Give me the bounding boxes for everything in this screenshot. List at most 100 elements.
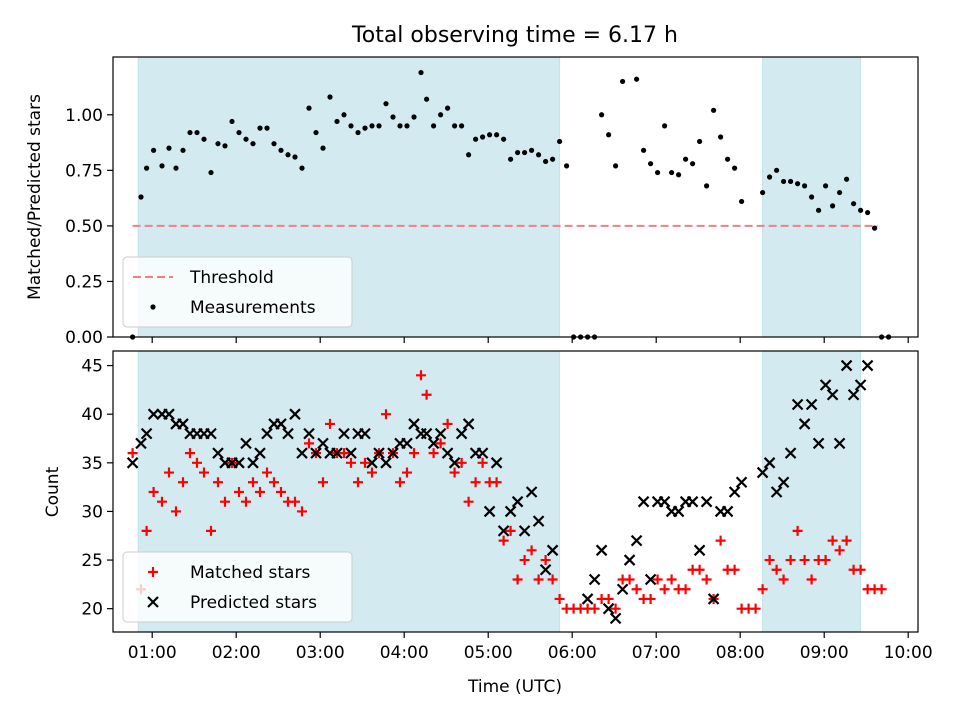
x-tick-label: 03:00 — [296, 643, 345, 663]
predicted-star-point — [658, 495, 671, 508]
predicted-star-point — [345, 447, 357, 459]
measurement-point — [299, 165, 305, 171]
predicted-star-point — [205, 427, 217, 440]
measurement-point — [473, 136, 479, 142]
matched-star-point — [164, 467, 174, 478]
y-tick-label: 35 — [81, 454, 103, 474]
predicted-star-point — [441, 447, 454, 459]
matched-star-point — [381, 409, 391, 420]
matched-star-point — [589, 603, 600, 614]
matched-star-point — [325, 418, 335, 429]
predicted-star-point — [373, 447, 385, 459]
matched-star-point — [624, 574, 635, 585]
measurement-point — [285, 152, 291, 158]
legend-predicted-swatch — [147, 596, 159, 608]
legend-box — [122, 256, 353, 328]
measurement-point — [802, 183, 808, 189]
matched-star-point — [127, 448, 138, 459]
legend-entry-label: Matched stars — [190, 563, 310, 583]
matched-star-point — [367, 467, 377, 478]
predicted-star-point — [707, 593, 720, 605]
y-tick-label: 0.25 — [65, 272, 103, 292]
predicted-star-point — [163, 408, 175, 420]
predicted-star-point — [490, 457, 503, 469]
matched-star-point — [241, 496, 251, 507]
measurement-point — [844, 176, 850, 182]
predicted-star-point — [338, 427, 350, 440]
matched-star-point — [519, 555, 530, 566]
measurement-point — [173, 165, 179, 171]
predicted-star-point — [254, 447, 266, 459]
matched-star-point — [428, 448, 439, 459]
measurement-point — [292, 154, 298, 160]
predicted-star-point — [616, 583, 629, 595]
measurement-point — [369, 123, 375, 129]
predicted-star-point — [525, 486, 538, 498]
measurement-point — [215, 141, 221, 147]
measurement-point — [795, 181, 801, 187]
matched-star-point — [533, 574, 544, 585]
measurement-point — [466, 152, 472, 158]
predicted-star-point — [366, 457, 378, 469]
matched-star-point — [206, 525, 216, 536]
count-panel: 20 25 30 35 40 45 01:00 02:00 03:00 04:00 05:00 06:… — [81, 350, 933, 663]
predicted-star-point — [770, 486, 783, 498]
matched-star-point — [435, 438, 446, 449]
matched-star-point — [297, 506, 307, 517]
predicted-star-point — [387, 447, 399, 459]
predicted-star-point — [854, 379, 867, 391]
matched-star-point — [360, 457, 370, 468]
matched-star-point — [547, 574, 558, 585]
ratio-panel: 0.00 0.25 0.50 0.75 1.00 Threshold Measurement… — [65, 56, 919, 348]
legend-entry-label: Measurements — [190, 298, 316, 318]
measurement-point — [341, 112, 347, 118]
shaded-interval — [762, 350, 862, 633]
x-tick-label: 07:00 — [632, 643, 681, 663]
matched-star-point — [799, 555, 810, 566]
matched-star-point — [778, 574, 789, 585]
matched-star-point — [178, 477, 188, 488]
matched-star-point — [346, 457, 356, 468]
axes-frame — [112, 350, 919, 633]
matched-star-point — [771, 564, 782, 575]
predicted-star-point — [380, 457, 392, 469]
predicted-star-point — [212, 447, 224, 459]
legend-entry-label: Predicted stars — [190, 593, 317, 613]
matched-star-point — [876, 584, 887, 595]
ratio-y-axis-label: Matched/Predicted stars — [25, 94, 45, 300]
matched-star-point — [339, 448, 349, 459]
x-tick-label: 04:00 — [380, 643, 429, 663]
measurement-point — [508, 156, 514, 162]
matched-star-point — [750, 603, 761, 614]
predicted-star-point — [798, 418, 811, 430]
measurement-point — [648, 161, 654, 167]
predicted-star-point — [812, 437, 825, 450]
measurement-point — [872, 225, 878, 231]
measurement-point — [445, 105, 451, 111]
x-tick-label: 06:00 — [548, 643, 597, 663]
x-tick-label: 08:00 — [716, 643, 765, 663]
predicted-star-point — [135, 437, 147, 450]
matched-star-point — [290, 496, 300, 507]
measurement-point — [271, 141, 277, 147]
matched-star-point — [192, 457, 202, 468]
measurement-point — [550, 156, 556, 162]
predicted-star-point — [289, 408, 301, 420]
measurement-point — [606, 132, 612, 138]
predicted-star-point — [623, 554, 636, 566]
matched-star-point — [213, 477, 223, 488]
x-tick-label: 10:00 — [884, 643, 933, 663]
matched-star-point — [395, 477, 405, 488]
matched-star-point — [757, 584, 768, 595]
measurement-point — [515, 149, 521, 156]
predicted-star-point — [833, 437, 846, 450]
matched-star-point — [694, 564, 705, 575]
measurement-point — [411, 114, 417, 120]
measurement-point — [166, 145, 172, 151]
legend-measurement-swatch — [150, 304, 156, 310]
matched-star-point — [512, 574, 523, 585]
predicted-star-point — [602, 602, 615, 615]
predicted-star-point — [275, 418, 287, 430]
matched-star-point — [141, 525, 152, 536]
predicted-star-point — [282, 427, 294, 440]
